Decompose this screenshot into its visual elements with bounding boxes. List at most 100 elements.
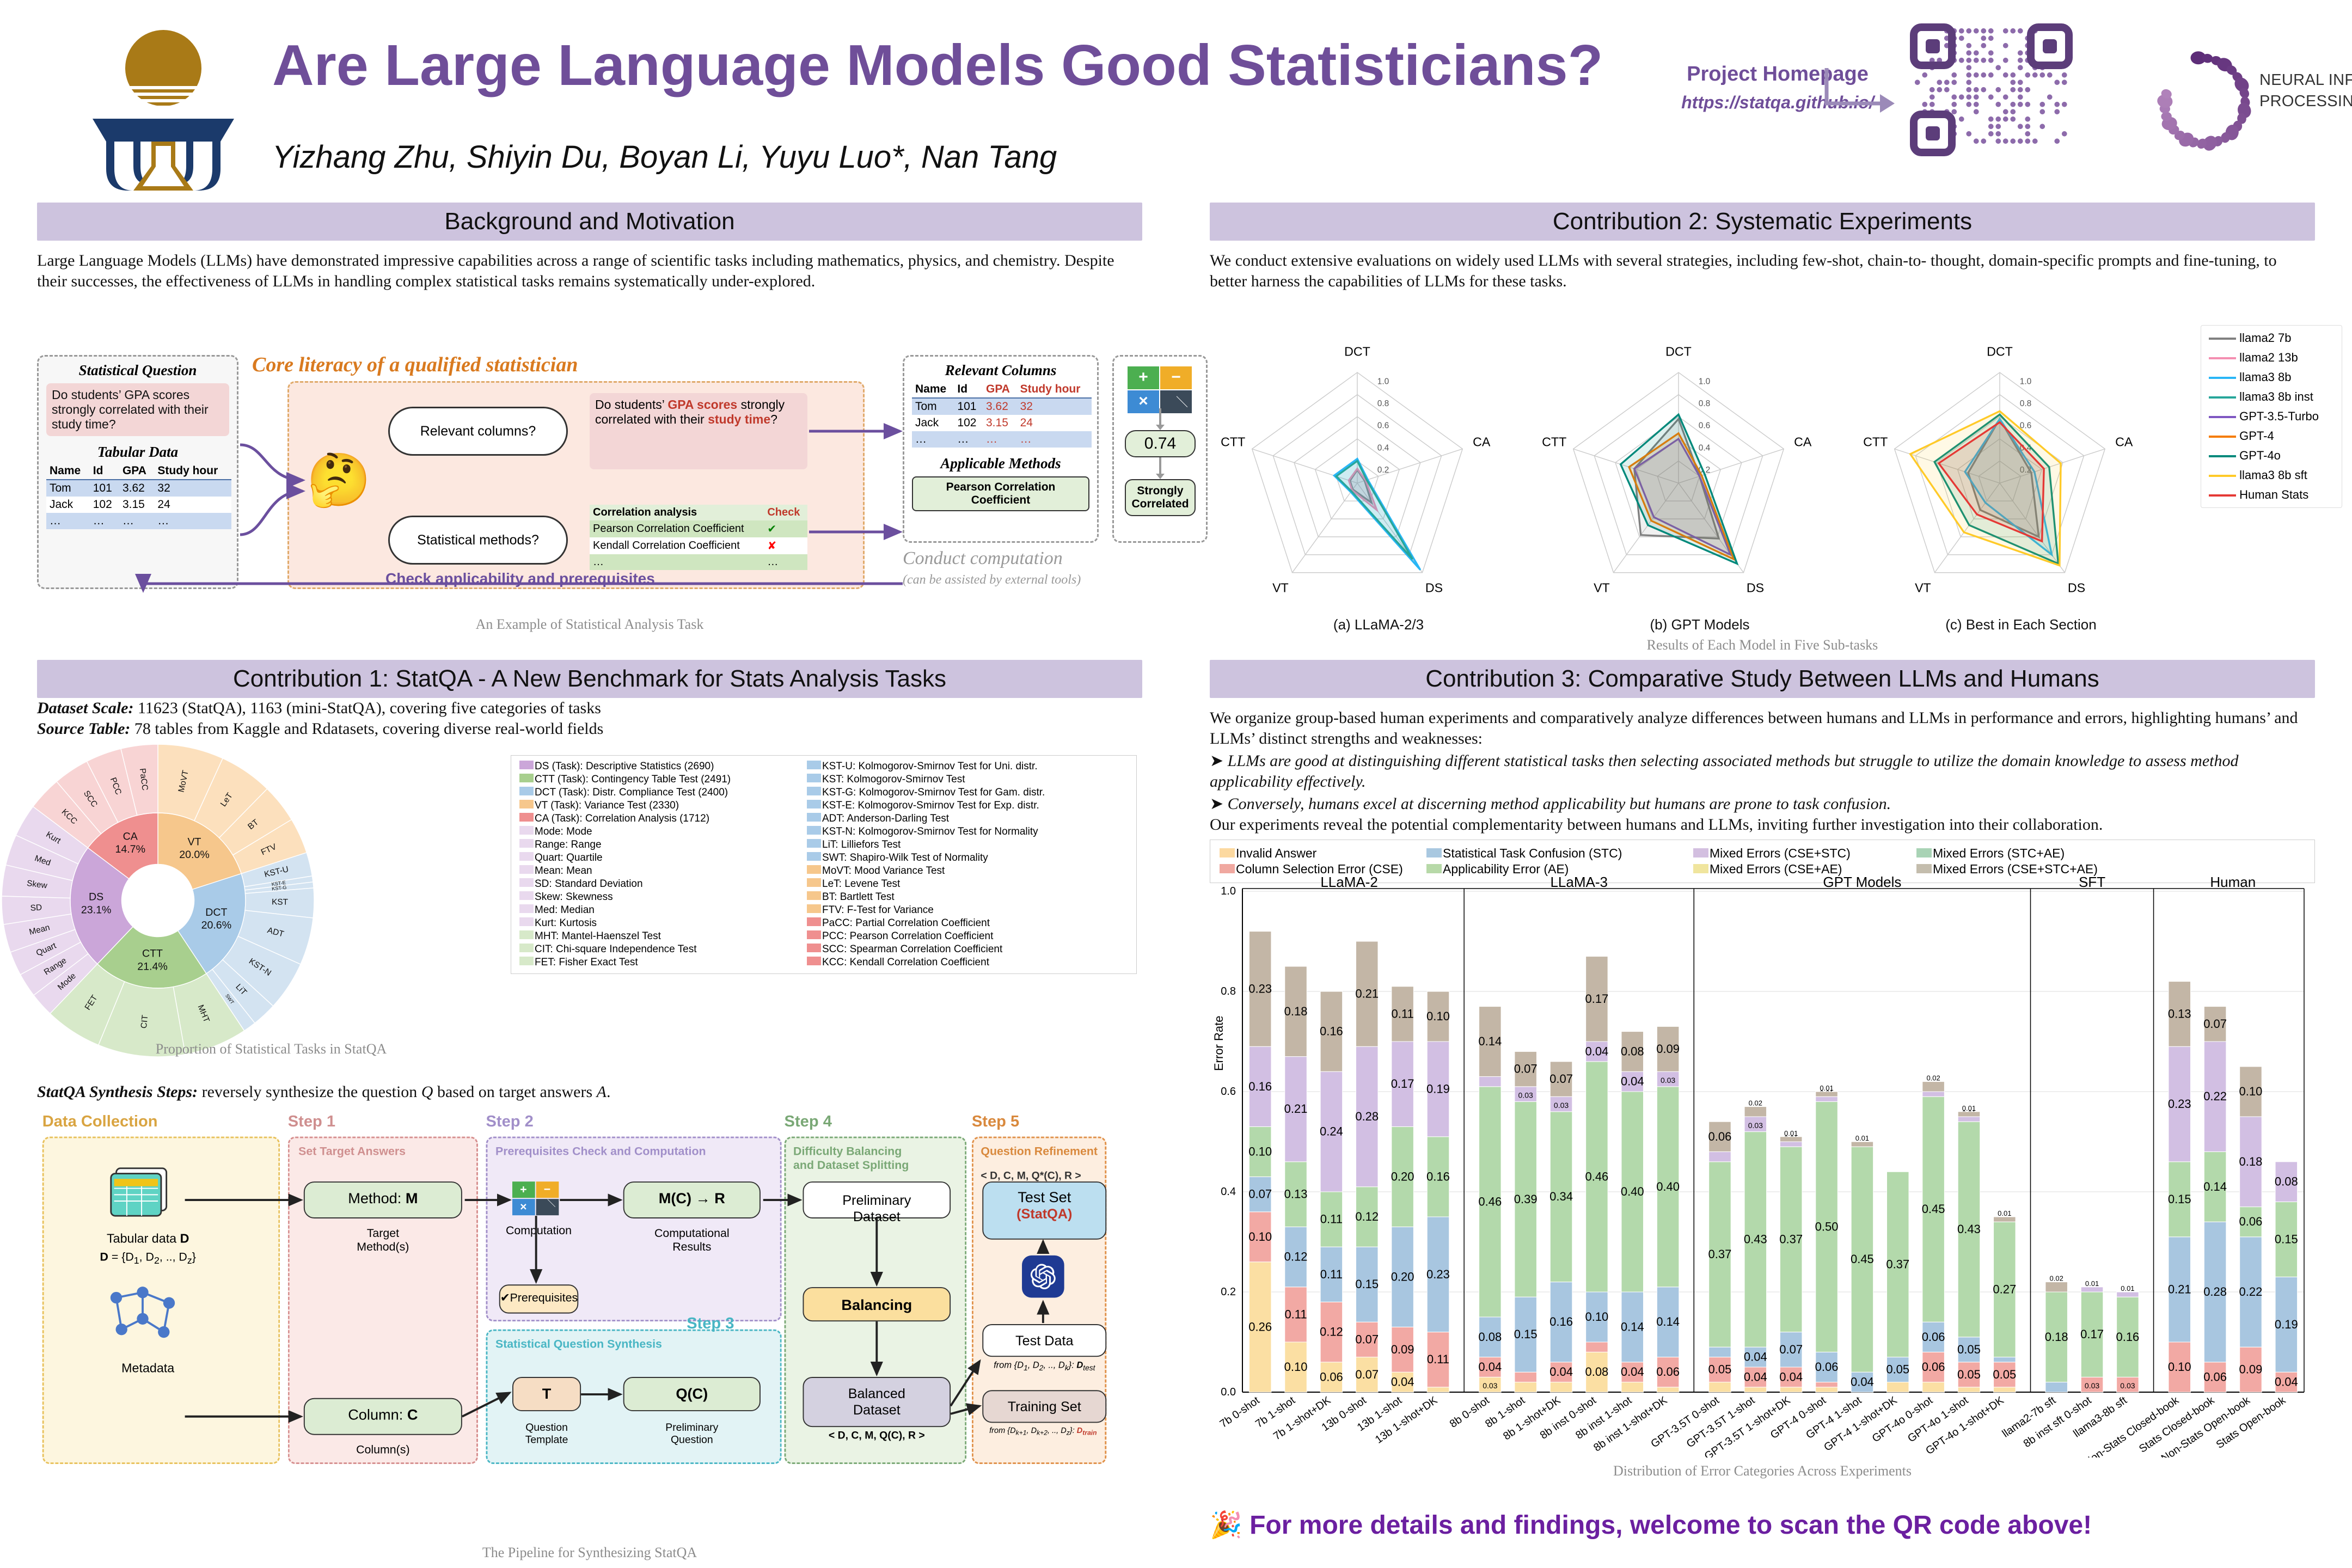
svg-text:0.21: 0.21 — [1355, 987, 1379, 1001]
svg-text:0.11: 0.11 — [1392, 1007, 1414, 1020]
svg-text:0.16: 0.16 — [2116, 1330, 2139, 1344]
svg-text:0.14: 0.14 — [1621, 1320, 1644, 1333]
svg-text:DS: DS — [89, 891, 103, 903]
svg-text:8b 0-shot: 8b 0-shot — [1448, 1394, 1492, 1430]
svg-text:Human: Human — [2210, 875, 2256, 890]
svg-text:1.0: 1.0 — [1699, 377, 1711, 386]
svg-text:0.01: 0.01 — [1855, 1134, 1869, 1142]
svg-text:0.14: 0.14 — [2203, 1180, 2227, 1193]
svg-text:+: + — [1138, 368, 1148, 386]
svg-text:21.4%: 21.4% — [137, 960, 168, 972]
svg-text:0.04: 0.04 — [1585, 1044, 1608, 1058]
svg-text:CTT: CTT — [1863, 434, 1888, 449]
svg-text:LLaMA-3: LLaMA-3 — [1550, 875, 1608, 890]
svg-text:0.02: 0.02 — [2050, 1275, 2063, 1283]
svg-text:DCT: DCT — [1344, 344, 1370, 358]
svg-text:0.2: 0.2 — [1221, 1286, 1236, 1298]
svg-text:0.21: 0.21 — [2168, 1282, 2191, 1296]
svg-text:LLaMA-2: LLaMA-2 — [1320, 875, 1378, 890]
svg-text:0.04: 0.04 — [1549, 1365, 1573, 1379]
svg-text:0.06: 0.06 — [2239, 1215, 2263, 1228]
svg-text:0.10: 0.10 — [1585, 1310, 1608, 1324]
svg-text:0.08: 0.08 — [2275, 1175, 2298, 1189]
svg-text:0.13: 0.13 — [1284, 1187, 1308, 1201]
svg-text:0.04: 0.04 — [1621, 1365, 1644, 1379]
svg-text:0.14: 0.14 — [1478, 1034, 1502, 1048]
svg-text:DCT: DCT — [1987, 344, 2013, 358]
svg-text:0.2: 0.2 — [1377, 465, 1389, 475]
svg-text:0.4: 0.4 — [1377, 443, 1389, 452]
svg-text:0.04: 0.04 — [1391, 1375, 1414, 1389]
svg-text:0.10: 0.10 — [1284, 1360, 1308, 1374]
svg-text:0.19: 0.19 — [2275, 1318, 2298, 1331]
svg-text:CTT: CTT — [1542, 434, 1566, 449]
svg-text:VT: VT — [1594, 581, 1610, 595]
svg-text:20.0%: 20.0% — [179, 849, 210, 861]
svg-text:0.06: 0.06 — [1320, 1370, 1343, 1383]
svg-text:0.07: 0.07 — [1549, 1072, 1573, 1086]
svg-text:0.03: 0.03 — [1518, 1091, 1533, 1100]
svg-text:0.07: 0.07 — [1514, 1062, 1538, 1076]
svg-text:0.02: 0.02 — [1749, 1099, 1762, 1107]
svg-text:0.10: 0.10 — [2239, 1085, 2263, 1098]
svg-text:GPT-4o 0-shot: GPT-4o 0-shot — [1870, 1394, 1935, 1445]
svg-text:0.37: 0.37 — [1708, 1247, 1732, 1261]
svg-text:DCT: DCT — [205, 906, 227, 918]
svg-text:0.8: 0.8 — [1377, 399, 1389, 408]
svg-text:SD: SD — [30, 903, 42, 913]
svg-text:0.07: 0.07 — [1779, 1343, 1803, 1356]
svg-text:CTT: CTT — [142, 948, 163, 960]
svg-text:0.15: 0.15 — [1355, 1277, 1379, 1291]
svg-text:0.12: 0.12 — [1284, 1250, 1308, 1264]
svg-text:0.18: 0.18 — [1284, 1004, 1308, 1018]
svg-text:0.03: 0.03 — [1748, 1121, 1763, 1130]
svg-text:0.03: 0.03 — [2085, 1381, 2099, 1390]
svg-text:7b 0-shot: 7b 0-shot — [1218, 1394, 1262, 1430]
svg-text:0.23: 0.23 — [1426, 1267, 1450, 1281]
svg-text:0.8: 0.8 — [1221, 985, 1236, 997]
svg-text:0.0: 0.0 — [1221, 1386, 1236, 1398]
svg-text:0.08: 0.08 — [1478, 1330, 1502, 1344]
svg-text:0.19: 0.19 — [1426, 1082, 1450, 1095]
svg-text:0.09: 0.09 — [2239, 1363, 2263, 1376]
svg-text:0.03: 0.03 — [1554, 1101, 1569, 1110]
svg-text:0.04: 0.04 — [1779, 1370, 1803, 1383]
svg-text:0.4: 0.4 — [1699, 443, 1711, 452]
svg-text:0.06: 0.06 — [1922, 1360, 1945, 1374]
svg-text:0.11: 0.11 — [1284, 1307, 1307, 1321]
svg-text:0.04: 0.04 — [2275, 1375, 2298, 1389]
svg-text:0.05: 0.05 — [1957, 1343, 1981, 1356]
svg-text:0.12: 0.12 — [1320, 1325, 1343, 1339]
svg-text:0.18: 0.18 — [2045, 1330, 2068, 1344]
svg-text:0.16: 0.16 — [1248, 1080, 1272, 1093]
svg-text:0.23: 0.23 — [2168, 1097, 2191, 1111]
svg-text:0.22: 0.22 — [2239, 1285, 2263, 1298]
svg-text:0.8: 0.8 — [2020, 399, 2032, 408]
svg-text:0.34: 0.34 — [1549, 1190, 1573, 1203]
svg-text:0.8: 0.8 — [1699, 399, 1711, 408]
svg-text:0.07: 0.07 — [1248, 1187, 1272, 1201]
svg-text:14.7%: 14.7% — [115, 843, 145, 855]
svg-text:0.11: 0.11 — [1320, 1212, 1343, 1226]
svg-text:0.01: 0.01 — [2085, 1279, 2099, 1288]
svg-text:0.45: 0.45 — [1851, 1252, 1874, 1266]
svg-text:0.46: 0.46 — [1585, 1169, 1608, 1183]
svg-text:0.03: 0.03 — [1661, 1076, 1675, 1085]
svg-text:0.04: 0.04 — [1851, 1375, 1874, 1389]
svg-text:0.43: 0.43 — [1744, 1232, 1767, 1246]
svg-text:0.06: 0.06 — [1815, 1360, 1839, 1374]
svg-text:0.37: 0.37 — [1886, 1257, 1909, 1271]
svg-text:0.10: 0.10 — [1248, 1144, 1272, 1158]
svg-text:20.6%: 20.6% — [201, 920, 232, 932]
svg-text:0.03: 0.03 — [2120, 1381, 2135, 1390]
svg-text:SFT: SFT — [2079, 875, 2105, 890]
svg-text:0.45: 0.45 — [1922, 1202, 1945, 1216]
svg-text:DS: DS — [1425, 581, 1443, 595]
svg-text:0.40: 0.40 — [1656, 1180, 1680, 1193]
svg-text:0.26: 0.26 — [1248, 1320, 1272, 1333]
svg-text:1.0: 1.0 — [1221, 885, 1236, 897]
svg-text:×: × — [520, 1200, 526, 1213]
svg-text:0.08: 0.08 — [1585, 1365, 1608, 1379]
svg-text:0.04: 0.04 — [1744, 1370, 1767, 1383]
svg-text:＼: ＼ — [547, 1199, 556, 1209]
